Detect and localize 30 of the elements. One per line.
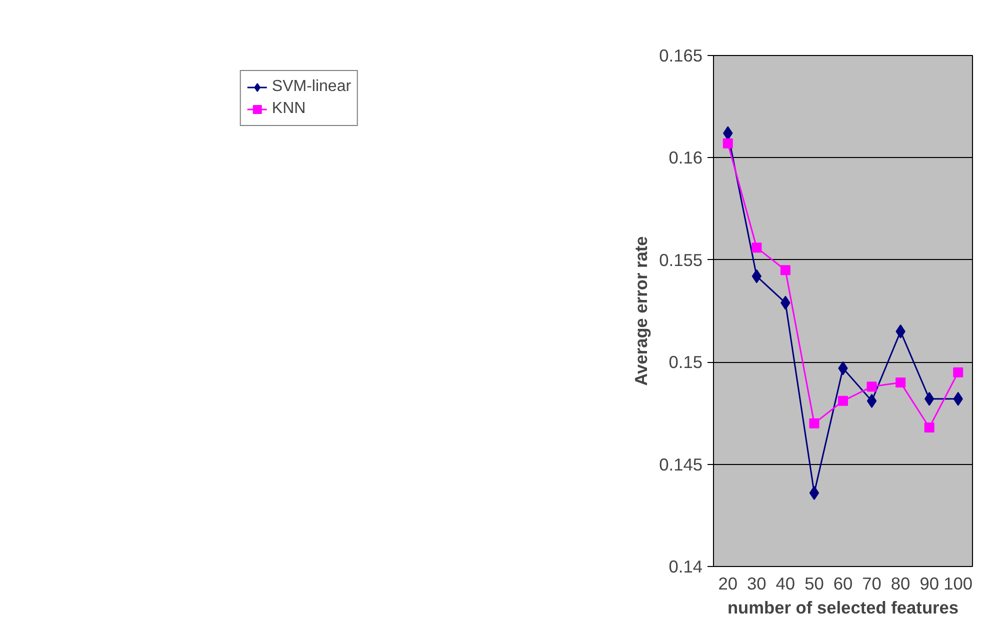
point [924, 422, 934, 433]
y-tick-label: 0.145 [659, 454, 703, 474]
x-tick-label: 20 [718, 574, 738, 594]
point [780, 265, 790, 276]
y-tick-label: 0.15 [668, 352, 703, 372]
point [953, 367, 964, 378]
x-tick-label: 60 [833, 574, 853, 594]
x-tick-label: 80 [890, 574, 910, 594]
legend-label: KNN [272, 100, 306, 118]
x-tick-label: 30 [747, 574, 766, 594]
x-tick-label: 50 [804, 574, 824, 594]
x-axis-title: number of selected features [727, 598, 959, 618]
x-tick-label: 90 [920, 574, 939, 594]
y-tick-label: 0.155 [659, 250, 703, 270]
y-axis-title: Average error rate [631, 236, 652, 386]
legend-label: SVM-linear [272, 78, 352, 96]
x-tick-label: 70 [862, 574, 882, 594]
x-tick-label: 100 [944, 574, 973, 594]
point [896, 378, 906, 388]
point [722, 138, 733, 148]
y-tick-label: 0.165 [659, 46, 703, 66]
point [866, 394, 877, 408]
point [752, 242, 762, 253]
point [838, 396, 848, 406]
x-tick-label: 40 [776, 574, 796, 594]
y-tick-label: 0.14 [668, 556, 703, 576]
y-tick-label: 0.16 [668, 148, 703, 168]
point [809, 418, 820, 428]
point [866, 382, 877, 392]
point [809, 486, 820, 500]
